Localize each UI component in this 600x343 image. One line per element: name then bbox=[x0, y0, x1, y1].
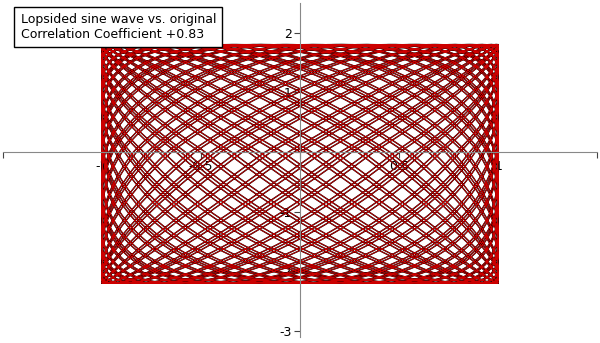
Text: Lopsided sine wave vs. original
Correlation Coefficient +0.83: Lopsided sine wave vs. original Correlat… bbox=[20, 13, 216, 41]
